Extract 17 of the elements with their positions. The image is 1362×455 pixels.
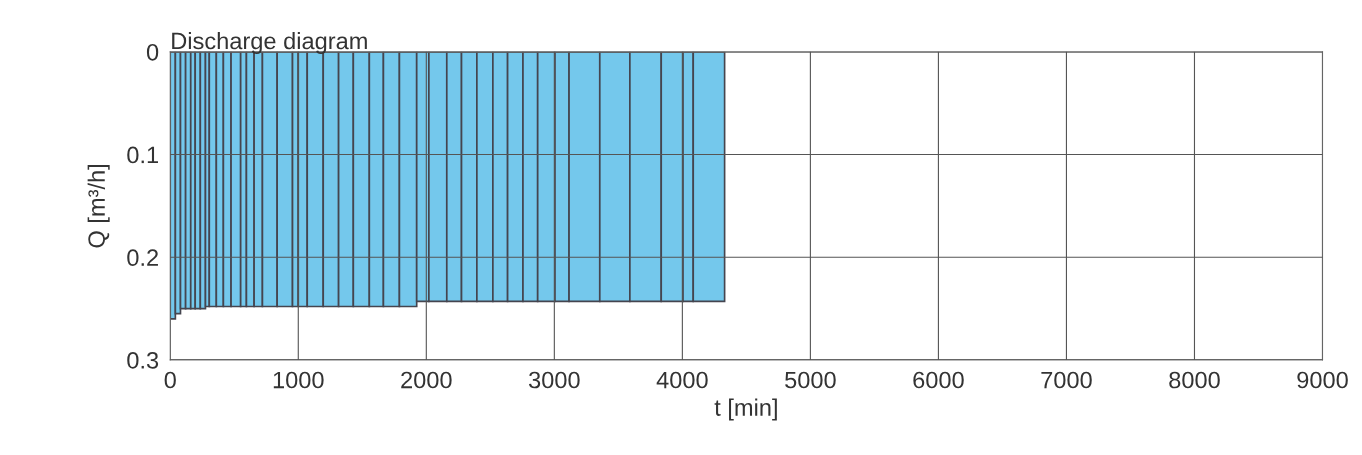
y-tick-label: 0.1 <box>127 146 158 164</box>
x-tick-label: 5000 <box>785 371 836 389</box>
x-tick-label: 2000 <box>401 371 452 389</box>
x-tick-label: 8000 <box>1169 371 1220 389</box>
x-tick-label: 6000 <box>913 371 964 389</box>
x-tick-label: 4000 <box>656 371 708 389</box>
x-tick-label: 3000 <box>528 371 580 389</box>
y-tick-label: 0.3 <box>127 351 159 369</box>
chart-title: Discharge diagram <box>172 31 367 54</box>
y-tick-label: 0.2 <box>127 249 158 267</box>
y-axis-title: Q [m³/h] <box>87 164 110 248</box>
x-tick-label: 1000 <box>273 371 324 389</box>
x-tick-label: 7000 <box>1041 371 1092 389</box>
x-axis-title: t [min] <box>714 398 777 421</box>
x-tick-label: 0 <box>164 371 176 389</box>
y-tick-label: 0 <box>146 43 159 61</box>
x-tick-label: 9000 <box>1297 371 1348 389</box>
